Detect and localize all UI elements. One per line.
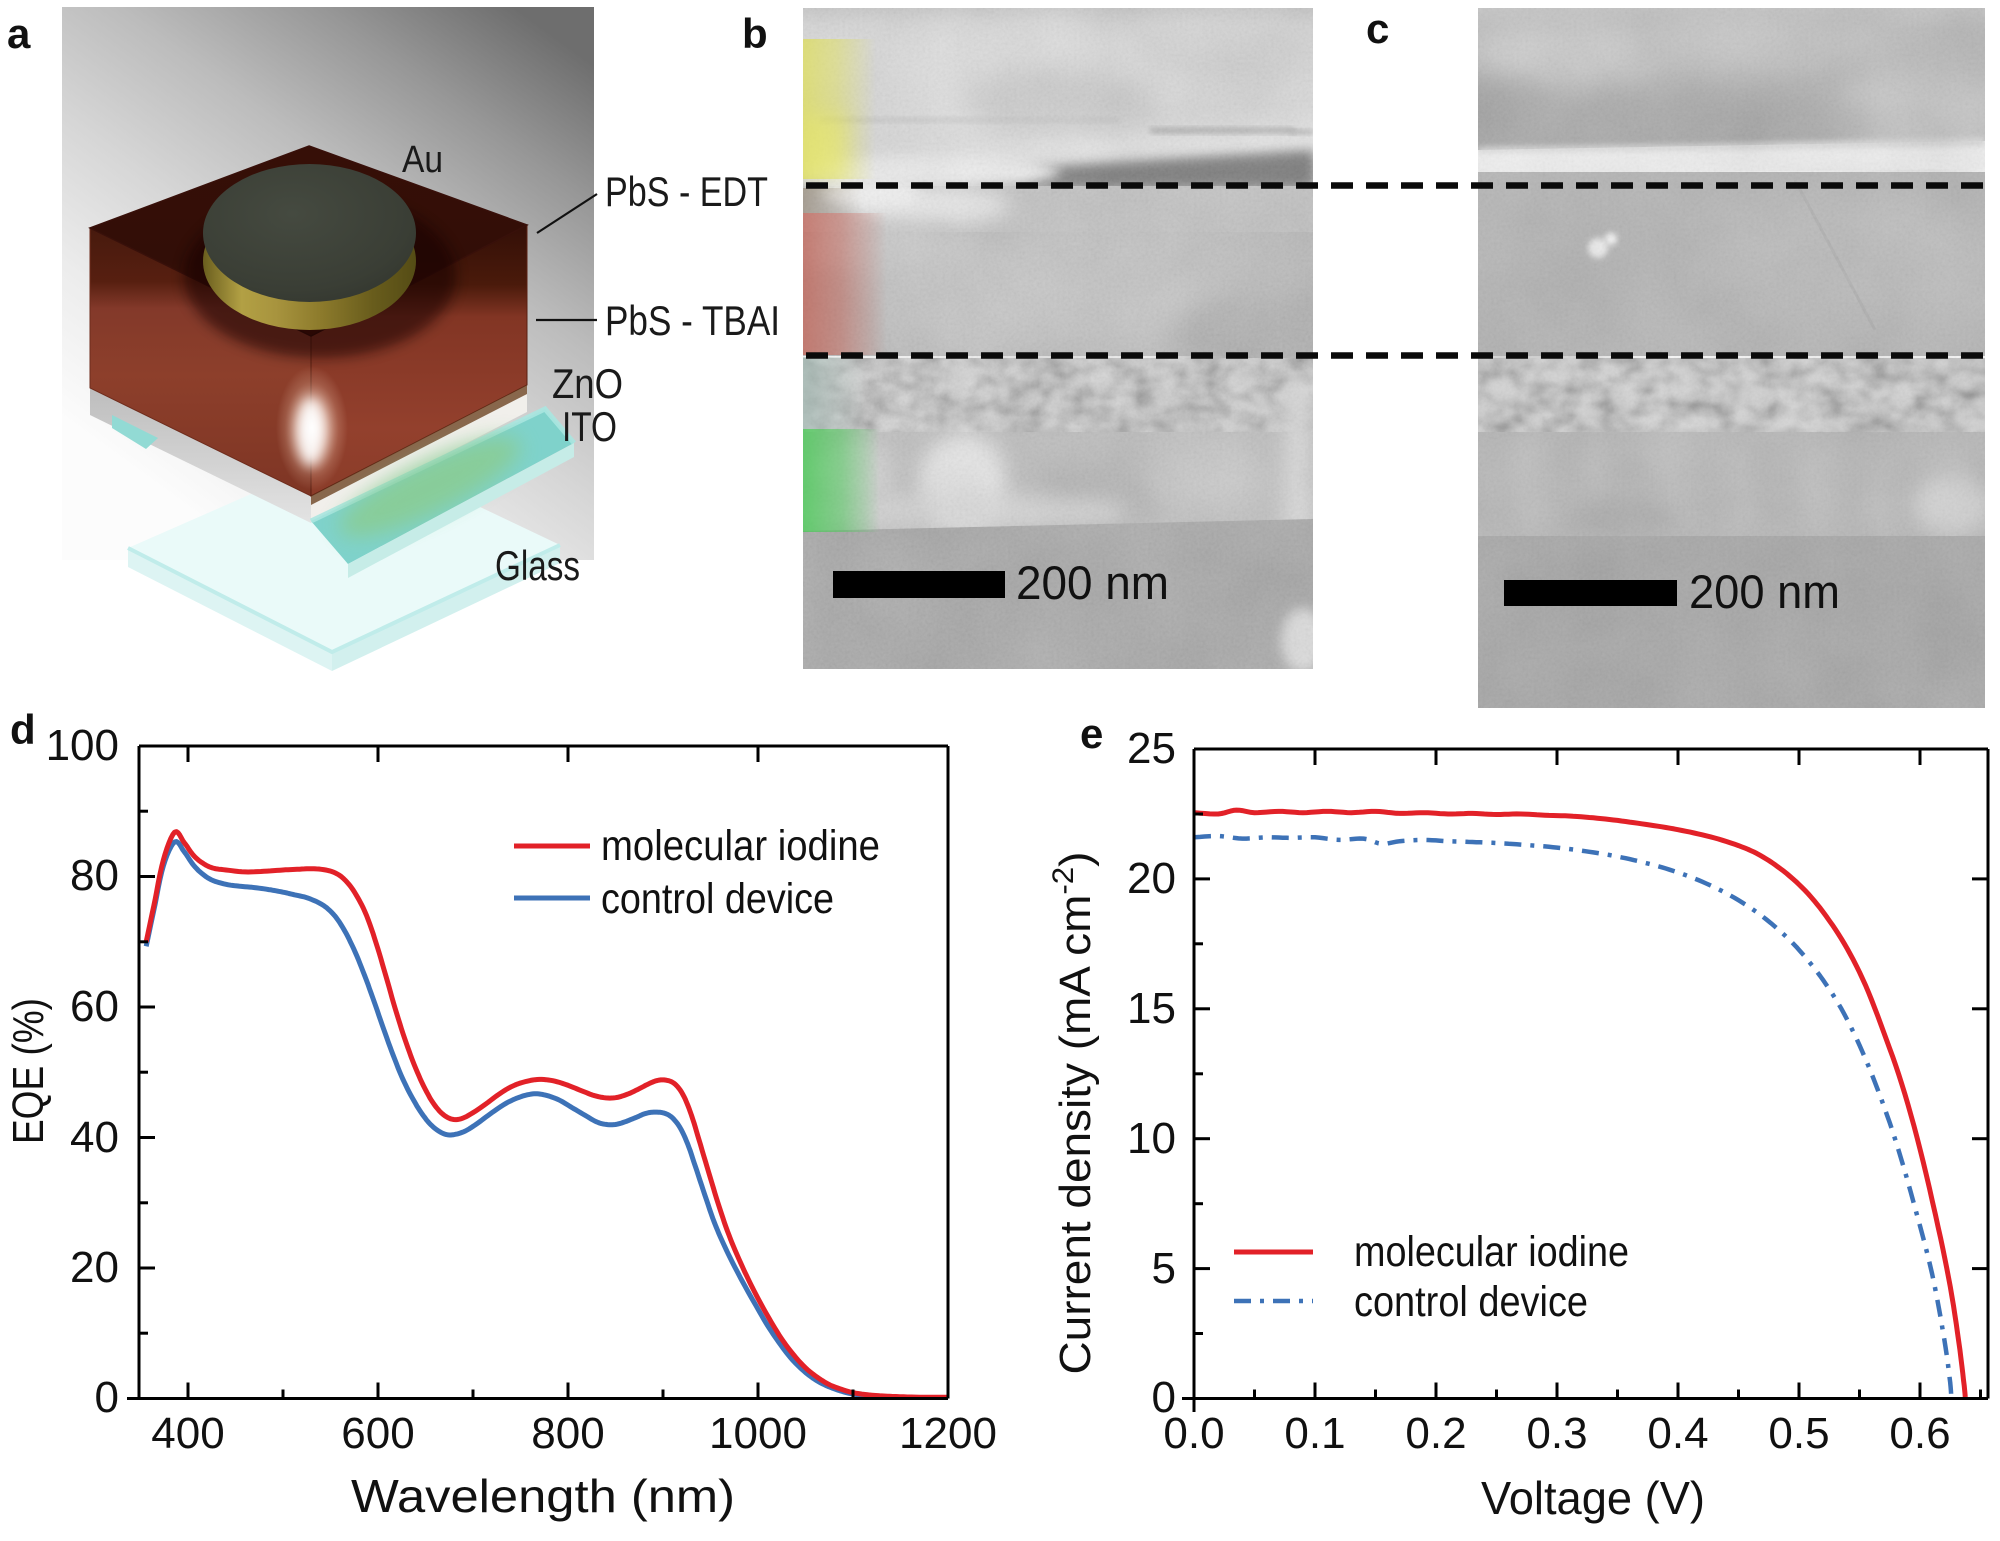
svg-text:200 nm: 200 nm xyxy=(1689,565,1840,618)
svg-text:1000: 1000 xyxy=(709,1409,807,1458)
svg-text:ZnO: ZnO xyxy=(552,360,623,407)
svg-text:100: 100 xyxy=(46,721,119,770)
svg-text:Glass: Glass xyxy=(495,542,580,589)
svg-text:800: 800 xyxy=(531,1409,604,1458)
svg-text:20: 20 xyxy=(1127,854,1176,903)
svg-text:0.5: 0.5 xyxy=(1768,1409,1829,1458)
svg-text:molecular iodine: molecular iodine xyxy=(601,822,880,870)
svg-text:600: 600 xyxy=(341,1409,414,1458)
svg-text:PbS - TBAI: PbS - TBAI xyxy=(605,297,780,344)
svg-text:0.1: 0.1 xyxy=(1284,1409,1345,1458)
svg-text:control device: control device xyxy=(601,875,834,923)
svg-text:0: 0 xyxy=(1152,1373,1176,1422)
svg-text:Voltage (V): Voltage (V) xyxy=(1481,1472,1705,1524)
svg-text:15: 15 xyxy=(1127,984,1176,1033)
svg-text:40: 40 xyxy=(70,1113,119,1162)
svg-text:molecular iodine: molecular iodine xyxy=(1354,1228,1629,1276)
svg-text:0.2: 0.2 xyxy=(1405,1409,1466,1458)
svg-text:Au: Au xyxy=(402,139,443,181)
svg-text:Wavelength (nm): Wavelength (nm) xyxy=(351,1470,735,1522)
svg-text:20: 20 xyxy=(70,1243,119,1292)
svg-text:25: 25 xyxy=(1127,724,1176,773)
svg-text:10: 10 xyxy=(1127,1114,1176,1163)
svg-text:80: 80 xyxy=(70,851,119,900)
svg-text:control device: control device xyxy=(1354,1278,1588,1326)
svg-text:EQE (%): EQE (%) xyxy=(4,998,53,1144)
svg-text:a: a xyxy=(7,10,31,57)
svg-text:e: e xyxy=(1080,710,1103,757)
svg-text:PbS - EDT: PbS - EDT xyxy=(605,168,768,215)
svg-text:c: c xyxy=(1366,5,1389,52)
svg-text:60: 60 xyxy=(70,982,119,1031)
svg-text:b: b xyxy=(742,10,768,57)
svg-text:0.4: 0.4 xyxy=(1647,1409,1708,1458)
svg-text:400: 400 xyxy=(151,1409,224,1458)
svg-text:0.6: 0.6 xyxy=(1889,1409,1950,1458)
svg-text:0.3: 0.3 xyxy=(1526,1409,1587,1458)
svg-text:ITO: ITO xyxy=(562,403,617,450)
svg-text:0: 0 xyxy=(95,1373,119,1422)
svg-text:d: d xyxy=(10,706,36,753)
svg-text:0.0: 0.0 xyxy=(1163,1409,1224,1458)
svg-text:200 nm: 200 nm xyxy=(1016,556,1169,609)
svg-text:5: 5 xyxy=(1152,1244,1176,1293)
svg-text:1200: 1200 xyxy=(899,1409,997,1458)
svg-text:Current density (mA cm-2): Current density (mA cm-2) xyxy=(1047,852,1100,1375)
